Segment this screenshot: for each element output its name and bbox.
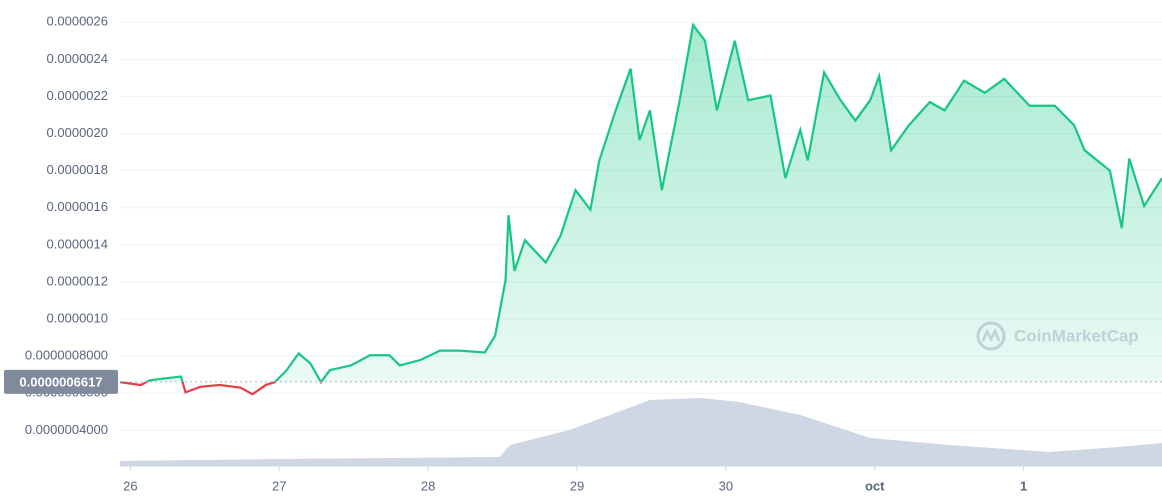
y-tick-label: 0.0000024 [47,51,108,66]
y-tick-label: 0.0000008000 [25,348,108,363]
watermark: CoinMarketCap [976,321,1139,351]
price-line-up [120,22,1162,382]
current-price-label: 0.0000006617 [19,374,102,389]
x-tick-label: 26 [123,478,137,493]
y-tick-label: 0.0000026 [47,14,108,29]
current-price-badge [4,369,118,394]
x-tick-label: 29 [570,478,584,493]
watermark-text: CoinMarketCap [1014,326,1139,345]
x-tick-label: 1 [1020,478,1027,493]
y-tick-label: 0.0000022 [47,88,108,103]
price-area [146,25,1162,382]
y-tick-label: 0.0000012 [47,273,108,288]
y-tick-label: 0.0000020 [47,125,108,140]
y-tick-label: 0.0000014 [47,236,108,251]
x-tick-label: oct [865,478,885,493]
y-tick-label: 0.0000004000 [25,422,108,437]
volume-area [120,397,1162,466]
y-tick-label: 0.0000016 [47,199,108,214]
y-tick-label: 0.0000010 [47,311,108,326]
y-tick-label: 0.0000018 [47,162,108,177]
x-tick-label: 28 [421,478,435,493]
x-tick-label: 27 [272,478,286,493]
x-tick-label: 30 [719,478,733,493]
